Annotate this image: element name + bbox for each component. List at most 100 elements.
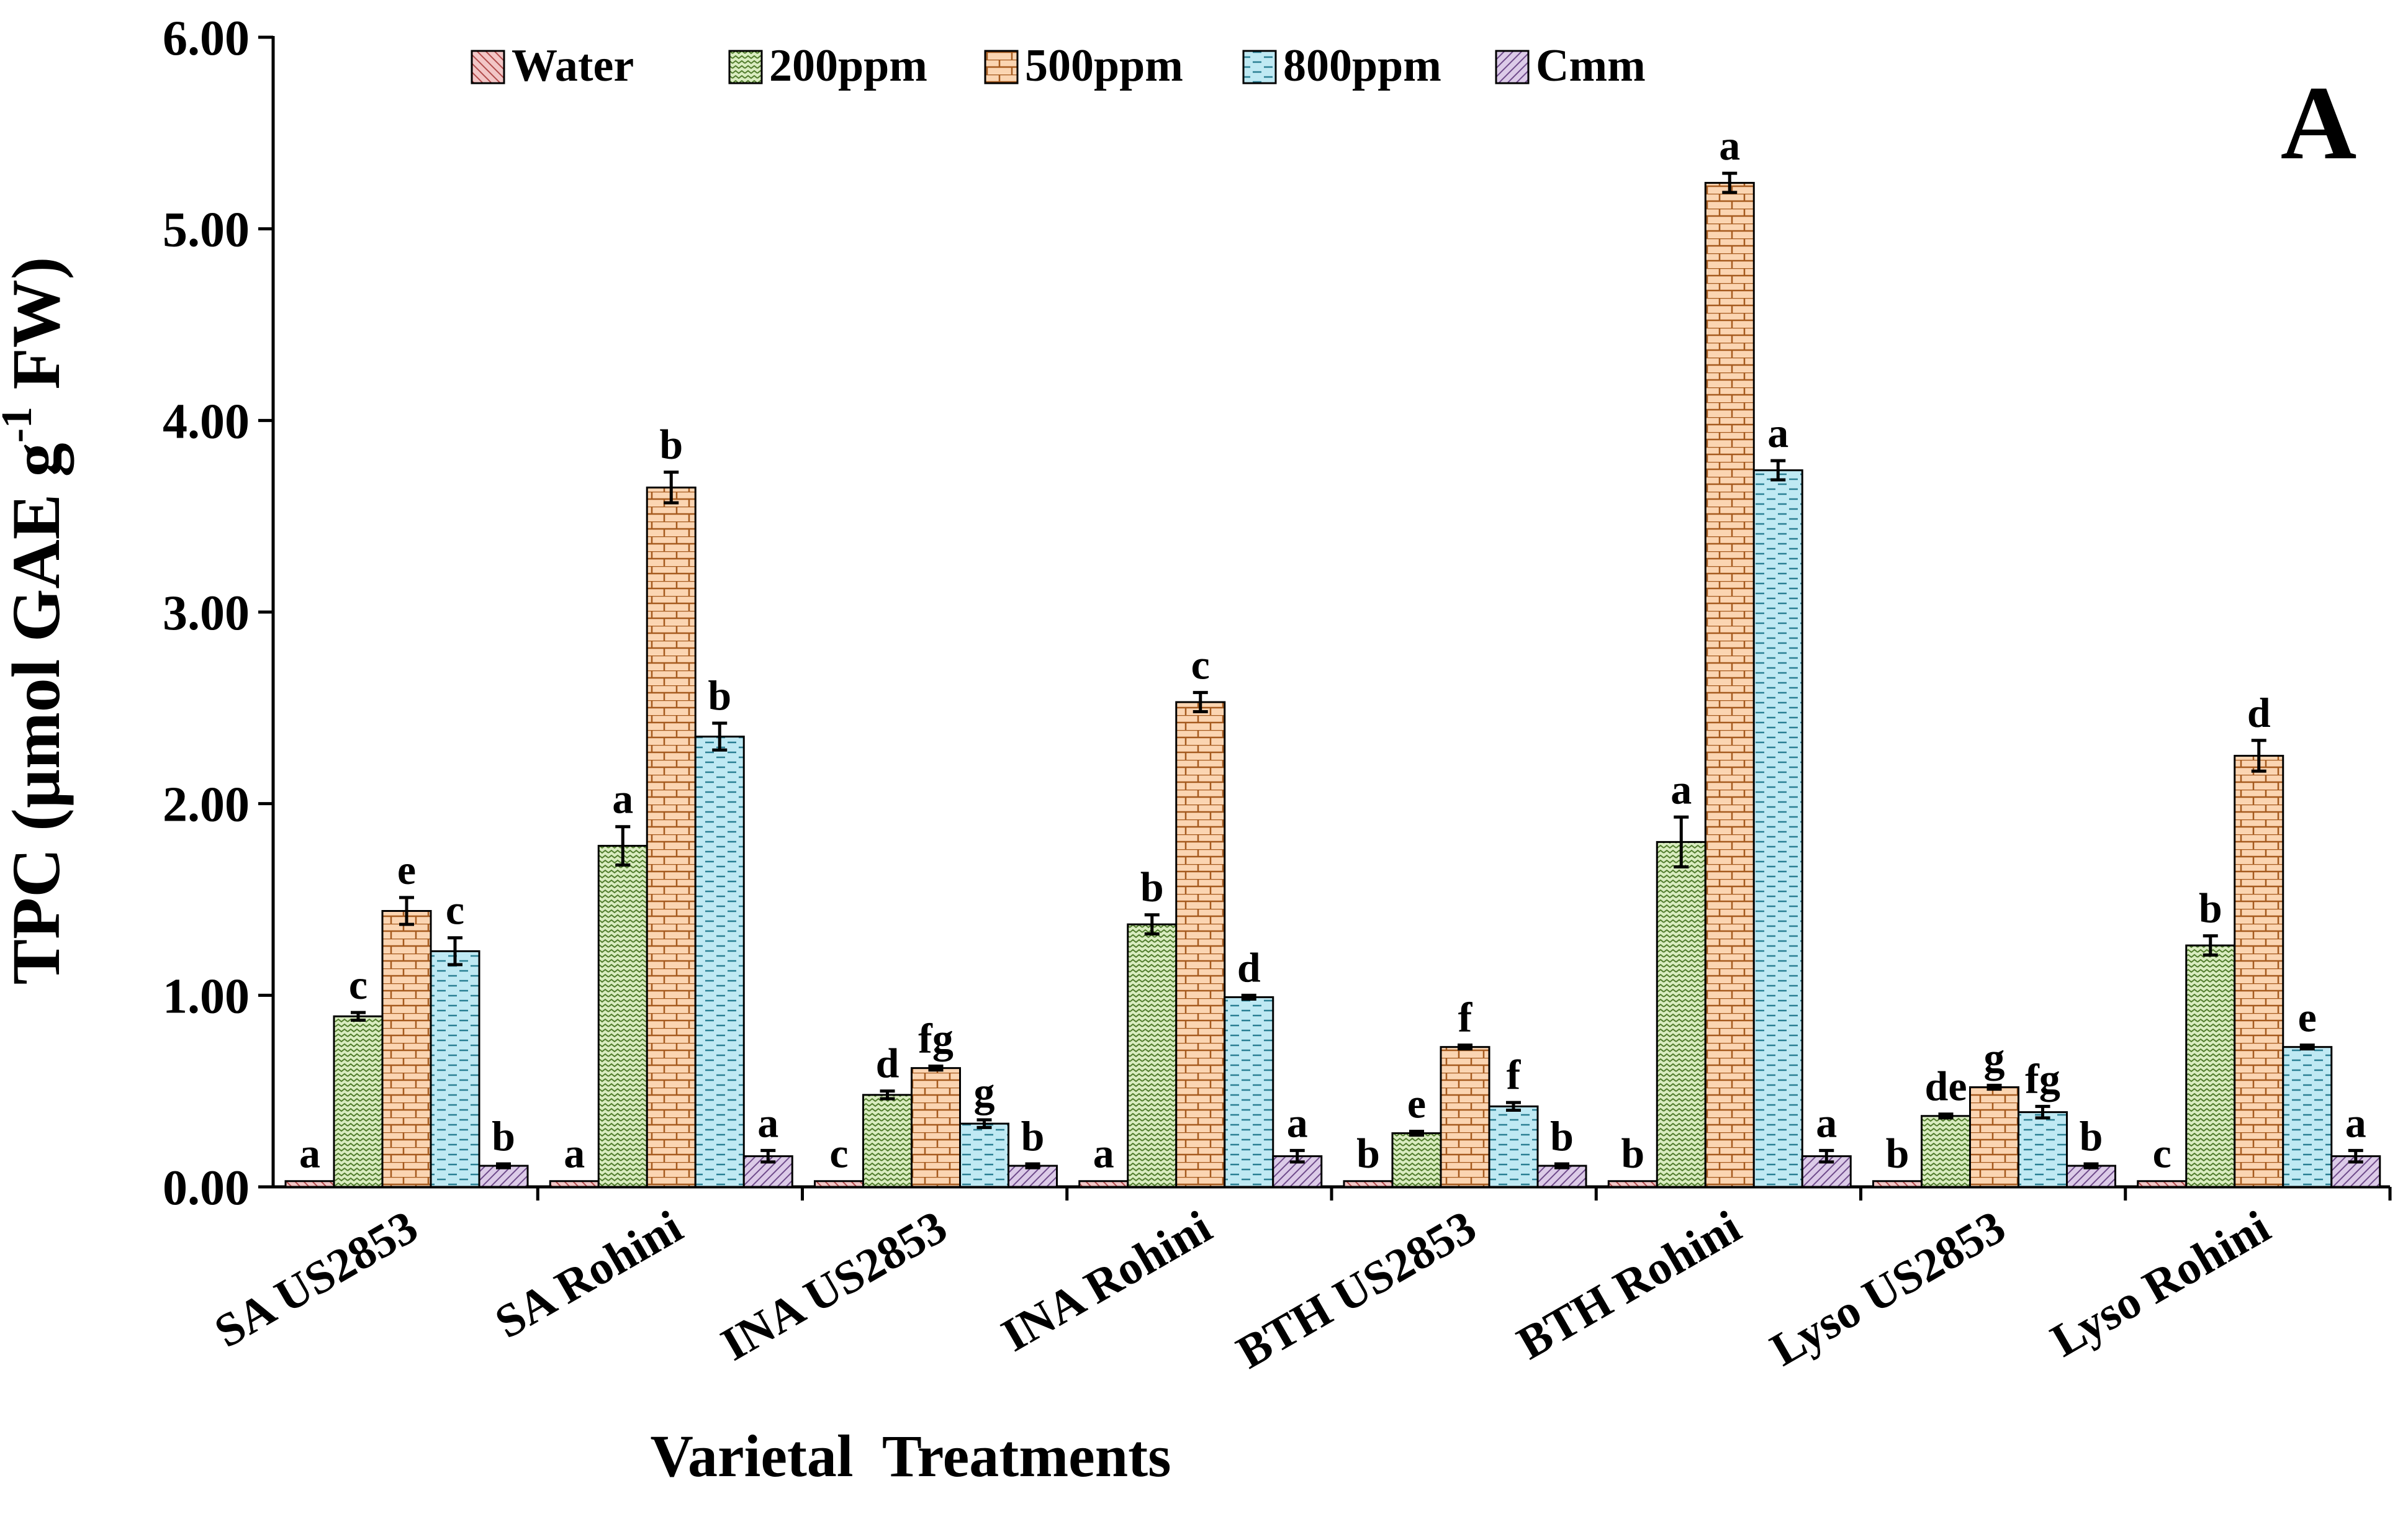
bar (381, 910, 432, 1188)
significance-letter: b (2080, 1112, 2103, 1160)
bar (1656, 840, 1707, 1188)
significance-letter: g (1984, 1034, 2005, 1081)
x-tick-label: INA Rohini (993, 1201, 1220, 1362)
significance-letter: b (659, 421, 683, 468)
bar (284, 1180, 335, 1188)
significance-letter: d (876, 1040, 900, 1087)
significance-letter: de (1925, 1063, 1967, 1110)
y-axis-title-main: TPC (µmol GAE g (0, 443, 74, 985)
legend-label: Water (512, 40, 634, 91)
bar (2018, 1111, 2068, 1188)
bar (1488, 1105, 1539, 1188)
bar (2185, 944, 2236, 1188)
significance-letter: g (974, 1068, 995, 1115)
legend-swatch (1242, 50, 1277, 84)
x-tick-label: SA Rohini (487, 1201, 691, 1349)
bars (284, 171, 2381, 1188)
x-axis: SA US2853 SA Rohini INA US2853 INA Rohini BT… (206, 1187, 2392, 1379)
significance-letter: a (1767, 409, 1788, 456)
significance-letter: a (2345, 1099, 2366, 1146)
bar (1343, 1180, 1394, 1188)
bar (1921, 1115, 1971, 1188)
legend-swatch (728, 50, 763, 84)
bar (1607, 1180, 1658, 1188)
y-axis-title: TPC (µmol GAE g-1 FW) (0, 257, 74, 985)
bar (694, 736, 745, 1188)
y-tick-label: 3.00 (163, 586, 250, 641)
bar (2066, 1165, 2116, 1188)
significance-letter: d (1237, 944, 1261, 991)
y-tick-label: 4.00 (163, 394, 250, 449)
significance-letter: c (1191, 641, 1210, 688)
bar (2282, 1046, 2333, 1188)
significance-letter: e (1407, 1079, 1426, 1127)
significance-letter: b (1886, 1130, 1910, 1177)
x-tick-label: BTH US2853 (1228, 1201, 1484, 1379)
y-tick-label: 6.00 (163, 11, 250, 66)
x-tick-label: SA US2853 (206, 1201, 426, 1358)
bar (1224, 996, 1274, 1188)
bar (1752, 469, 1803, 1188)
significance-letter: b (1550, 1112, 1574, 1160)
significance-letter: a (1093, 1130, 1114, 1177)
y-tick-label: 2.00 (163, 778, 250, 832)
x-tick-label: Lyso Rohini (2042, 1201, 2278, 1367)
bar (1078, 1180, 1129, 1188)
significance-letter: a (564, 1130, 585, 1177)
significance-letter: fg (2025, 1055, 2060, 1102)
bar (597, 845, 648, 1188)
y-axis: 0.00 1.00 2.00 3.00 4.00 5.00 6.00 (163, 11, 2390, 1215)
significance-letter: b (708, 672, 731, 719)
bar (333, 1015, 384, 1188)
significance-letter: b (1356, 1130, 1380, 1177)
y-tick-label: 5.00 (163, 203, 250, 258)
legend-label: 500ppm (1025, 40, 1183, 91)
bar (1127, 923, 1178, 1188)
significance-letter: e (2298, 994, 2317, 1041)
significance-letter: b (2199, 885, 2222, 932)
x-tick-label: Lyso US2853 (1762, 1201, 2014, 1376)
significance-letter: fg (918, 1015, 954, 1062)
significance-letter: f (1507, 1051, 1522, 1098)
significance-letter: f (1458, 994, 1473, 1041)
legend-swatch (1495, 50, 1530, 84)
bar (1391, 1132, 1442, 1188)
legend-label: 800ppm (1283, 40, 1441, 91)
legend: Water 200ppm 500ppm 800ppm Cmm (471, 40, 1646, 91)
legend-swatch (984, 50, 1019, 84)
bar (2137, 1180, 2188, 1188)
panel-label: A (2281, 65, 2357, 181)
bar (959, 1122, 1009, 1188)
significance-letter: b (1021, 1112, 1045, 1160)
significance-letter: a (1671, 765, 1692, 813)
significance-letter: c (446, 886, 464, 934)
bar (862, 1094, 913, 1188)
bar (1008, 1165, 1058, 1188)
significance-letter: a (612, 775, 633, 822)
y-axis-title-unit: FW) (0, 257, 74, 407)
bar (1872, 1180, 1923, 1188)
bar (1440, 1046, 1490, 1188)
significance-letter: b (1140, 863, 1164, 911)
bar (1969, 1086, 2019, 1188)
y-axis-title-superscript: -1 (0, 407, 41, 443)
significance-letter: b (492, 1112, 515, 1160)
bar (1704, 182, 1755, 1188)
significance-letter: a (757, 1099, 778, 1146)
significance-letter: a (1287, 1099, 1308, 1146)
significance-letter: e (397, 846, 416, 893)
significance-letter: a (1719, 122, 1740, 169)
significance-letter: b (1621, 1130, 1644, 1177)
bar (430, 950, 480, 1188)
y-tick-label: 1.00 (163, 969, 250, 1024)
legend-label: 200ppm (769, 40, 927, 91)
significance-letter: a (299, 1130, 320, 1177)
significance-letter: c (829, 1130, 848, 1177)
y-tick-label: 0.00 (163, 1161, 250, 1215)
bar (1536, 1165, 1587, 1188)
x-tick-label: BTH Rohini (1508, 1201, 1749, 1369)
bar (911, 1067, 961, 1188)
significance-letter: c (2153, 1130, 2171, 1177)
